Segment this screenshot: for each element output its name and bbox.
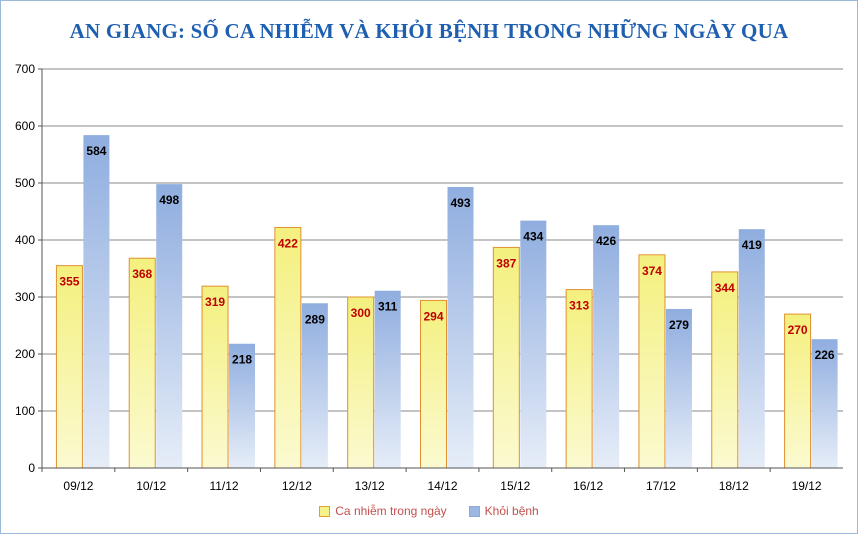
x-tick-label: 13/12 [355,479,385,493]
x-tick-label: 09/12 [63,479,93,493]
x-tick-label: 12/12 [282,479,312,493]
bar-cases [784,313,812,469]
bar-cases [638,254,666,469]
data-label-recovered: 426 [596,234,616,248]
bar-cases [492,246,520,469]
data-label-recovered: 498 [159,193,179,207]
legend-item-recovered: Khỏi bệnh [468,504,539,518]
bar-cases [420,299,447,469]
bar-cases [711,271,739,469]
x-tick-label: 17/12 [646,479,676,493]
data-label-recovered: 434 [523,230,543,244]
legend-item-cases: Ca nhiễm trong ngày [319,504,447,518]
bar-recovered [156,184,183,468]
bar-recovered [301,303,328,468]
legend-swatch-recovered [468,505,480,517]
data-label-cases: 368 [132,267,152,281]
legend-label-cases: Ca nhiễm trong ngày [335,504,447,518]
y-tick-label: 100 [15,404,35,418]
data-label-cases: 313 [569,299,589,313]
data-label-cases: 422 [278,236,298,250]
bar-recovered [447,186,474,469]
bar-recovered [83,135,110,468]
bar-cases [274,226,302,469]
bar-cases [128,257,156,469]
data-label-cases: 300 [351,306,371,320]
data-label-cases: 355 [59,275,79,289]
chart-title: AN GIANG: SỐ CA NHIỄM VÀ KHỎI BỆNH TRONG… [69,19,789,43]
data-label-cases: 344 [715,281,735,295]
data-label-recovered: 226 [815,348,835,362]
bar-recovered [520,220,547,468]
y-tick-label: 400 [15,233,35,247]
data-label-cases: 387 [496,256,516,270]
data-label-recovered: 584 [86,144,106,158]
legend-label-recovered: Khỏi bệnh [484,504,539,518]
x-tick-label: 15/12 [500,479,530,493]
bar-cases [565,289,593,469]
data-label-cases: 319 [205,295,225,309]
y-tick-label: 700 [15,62,35,76]
x-tick-label: 16/12 [573,479,603,493]
data-label-cases: 270 [788,323,808,337]
bar-cases [55,265,83,469]
data-label-recovered: 218 [232,353,252,367]
y-tick-label: 600 [15,119,35,133]
data-label-recovered: 493 [450,196,470,210]
x-tick-label: 18/12 [719,479,749,493]
x-tick-label: 10/12 [136,479,166,493]
data-label-recovered: 311 [378,300,398,314]
bar-recovered [665,308,692,468]
bar-cases [201,285,229,469]
y-tick-label: 300 [15,290,35,304]
x-tick-label: 19/12 [792,479,822,493]
bar-cases [347,296,375,469]
y-tick-label: 200 [15,347,35,361]
x-tick-label: 11/12 [209,479,238,493]
bar-recovered [738,229,765,468]
x-tick-label: 14/12 [427,479,457,493]
data-label-recovered: 279 [669,318,689,332]
bar-recovered [593,225,620,468]
legend-swatch-cases [319,505,331,517]
data-label-cases: 374 [642,264,662,278]
bar-recovered [811,339,838,468]
data-label-recovered: 419 [742,238,762,252]
y-tick-label: 500 [15,176,35,190]
legend: Ca nhiễm trong ngày Khỏi bệnh [1,504,857,518]
data-label-cases: 294 [423,309,443,323]
bar-recovered [374,290,401,468]
y-tick-label: 0 [28,461,35,475]
data-label-recovered: 289 [305,312,325,326]
bar-recovered [229,343,256,468]
